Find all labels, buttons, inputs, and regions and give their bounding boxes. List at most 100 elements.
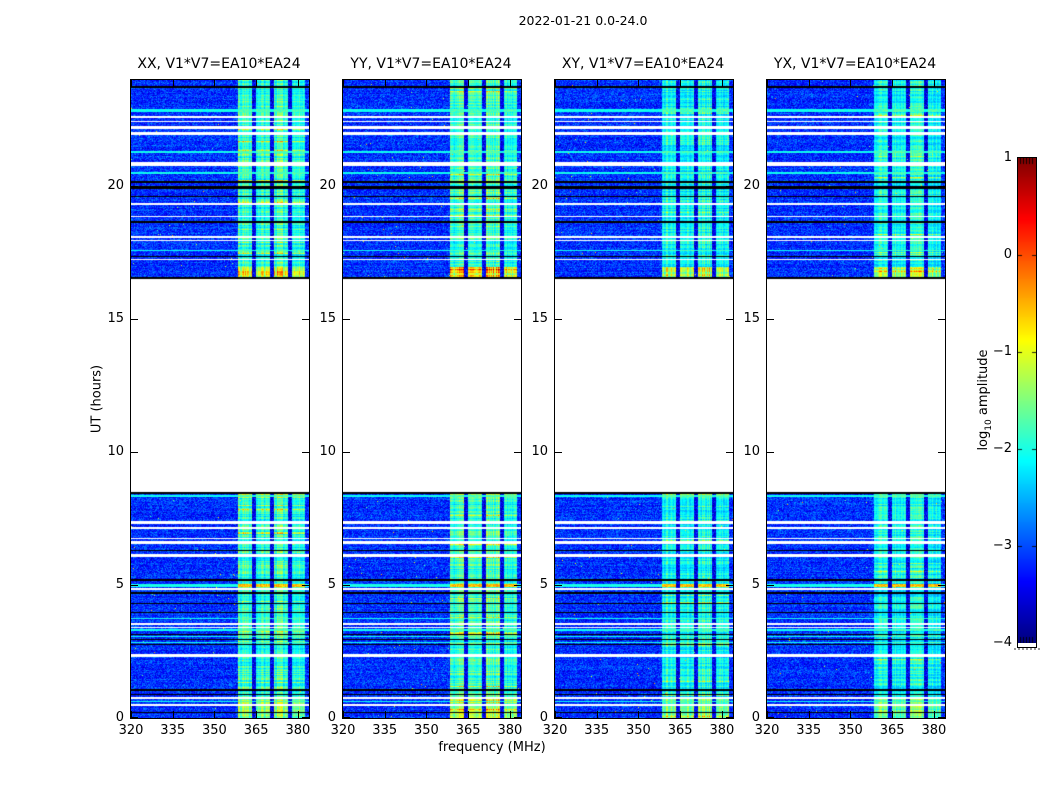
x-tick-mark	[256, 80, 257, 87]
y-tick-mark	[555, 186, 562, 187]
y-tick-label: 5	[327, 577, 336, 593]
y-tick-mark	[726, 452, 733, 453]
x-tick-mark	[934, 711, 935, 718]
x-tick-mark	[468, 711, 469, 718]
x-tick-label: 335	[160, 723, 186, 738]
x-axis-label: frequency (MHz)	[438, 740, 546, 755]
y-tick-mark	[938, 717, 945, 718]
y-tick-mark	[767, 452, 774, 453]
colorbar-gradient	[1018, 158, 1036, 643]
spectrogram-canvas	[767, 80, 945, 718]
y-tick-mark	[767, 717, 774, 718]
x-tick-mark	[638, 80, 639, 87]
y-tick-mark	[938, 319, 945, 320]
x-tick-mark	[131, 80, 132, 87]
colorbar-axis-label: log10 amplitude	[976, 349, 994, 450]
x-tick-mark	[298, 711, 299, 718]
y-tick-mark	[514, 452, 521, 453]
x-tick-label: 335	[372, 723, 398, 738]
x-tick-label: 350	[838, 723, 863, 738]
spectrogram-canvas	[343, 80, 521, 718]
x-tick-mark	[892, 80, 893, 87]
x-tick-mark	[256, 711, 257, 718]
panel-title: XY, V1*V7=EA10*EA24	[561, 56, 725, 72]
x-tick-label: 365	[667, 723, 693, 738]
y-tick-mark	[131, 452, 138, 453]
x-tick-label: 350	[202, 723, 227, 738]
x-tick-label: 365	[879, 723, 905, 738]
y-tick-mark	[131, 319, 138, 320]
x-tick-label: 320	[118, 723, 144, 738]
y-tick-label: 0	[115, 710, 124, 725]
y-tick-label: 0	[751, 710, 760, 725]
x-tick-mark	[343, 80, 344, 87]
x-tick-mark	[597, 80, 598, 87]
spectrogram-canvas	[555, 80, 733, 718]
y-tick-label: 10	[319, 444, 336, 460]
x-tick-label: 320	[754, 723, 780, 738]
y-tick-label: 10	[531, 444, 548, 460]
y-tick-label: 20	[531, 178, 548, 194]
y-tick-mark	[343, 585, 350, 586]
x-tick-mark	[298, 80, 299, 87]
colorbar-tick-label: −4	[992, 635, 1012, 650]
y-axis-label: UT (hours)	[89, 364, 105, 434]
y-tick-mark	[514, 319, 521, 320]
y-tick-mark	[514, 186, 521, 187]
x-tick-mark	[638, 711, 639, 718]
panel-frame	[766, 79, 946, 719]
x-tick-mark	[214, 80, 215, 87]
x-tick-label: 350	[626, 723, 651, 738]
y-tick-mark	[555, 319, 562, 320]
panel-frame	[130, 79, 310, 719]
y-tick-label: 10	[743, 444, 760, 460]
colorbar-tick-label: −3	[992, 538, 1012, 553]
x-tick-label: 365	[455, 723, 481, 738]
colorbar-frame	[1017, 157, 1037, 648]
colorbar-underflow-dots	[1014, 648, 1040, 650]
colorbar-tick-label: −2	[992, 441, 1012, 456]
colorbar-label-log: log	[976, 430, 992, 451]
x-tick-mark	[343, 711, 344, 718]
x-tick-mark	[426, 711, 427, 718]
panel-frame	[554, 79, 734, 719]
y-tick-label: 5	[539, 577, 548, 593]
colorbar-label-sub10: 10	[983, 419, 994, 431]
panel-frame	[342, 79, 522, 719]
y-tick-label: 15	[107, 311, 124, 327]
y-tick-mark	[726, 717, 733, 718]
x-tick-label: 380	[285, 723, 311, 738]
y-tick-mark	[555, 452, 562, 453]
x-tick-label: 335	[584, 723, 610, 738]
y-tick-mark	[726, 585, 733, 586]
x-tick-mark	[173, 80, 174, 87]
y-tick-mark	[343, 452, 350, 453]
x-tick-mark	[555, 80, 556, 87]
y-tick-mark	[514, 717, 521, 718]
y-tick-label: 5	[751, 577, 760, 593]
y-tick-label: 10	[107, 444, 124, 460]
x-tick-mark	[468, 80, 469, 87]
y-tick-mark	[131, 717, 138, 718]
y-tick-label: 15	[319, 311, 336, 327]
y-tick-mark	[302, 186, 309, 187]
x-tick-mark	[597, 711, 598, 718]
colorbar-label-amplitude: amplitude	[976, 349, 992, 420]
y-tick-label: 0	[327, 710, 336, 725]
y-tick-mark	[302, 717, 309, 718]
x-tick-mark	[555, 711, 556, 718]
x-tick-label: 320	[542, 723, 568, 738]
x-tick-mark	[385, 80, 386, 87]
y-tick-mark	[343, 319, 350, 320]
x-tick-mark	[767, 80, 768, 87]
y-tick-mark	[302, 319, 309, 320]
panel-title: YY, V1*V7=EA10*EA24	[350, 56, 512, 72]
y-tick-mark	[938, 186, 945, 187]
y-tick-mark	[555, 585, 562, 586]
y-tick-label: 15	[531, 311, 548, 327]
y-tick-mark	[726, 186, 733, 187]
x-tick-label: 335	[796, 723, 822, 738]
x-tick-mark	[722, 711, 723, 718]
x-tick-mark	[809, 80, 810, 87]
x-tick-label: 350	[414, 723, 439, 738]
